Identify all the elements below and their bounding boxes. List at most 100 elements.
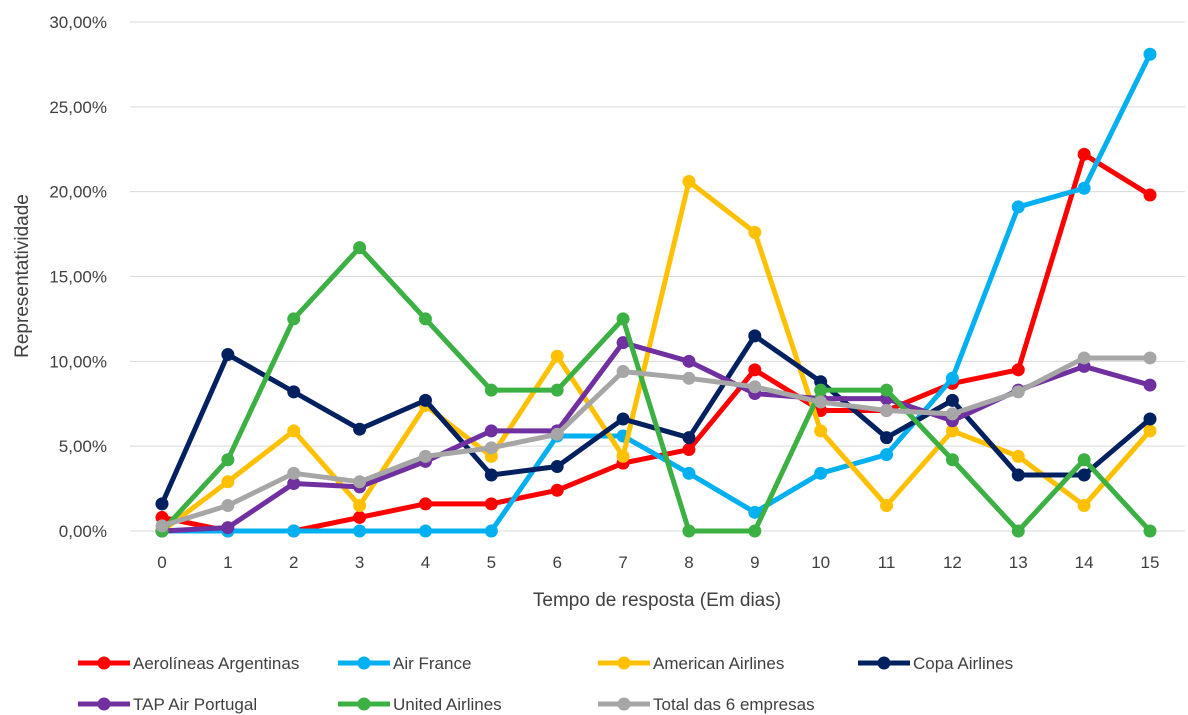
data-point (221, 499, 235, 513)
y-tick-label: 10,00% (49, 352, 107, 371)
series-line (159, 178, 1153, 534)
data-point (287, 385, 301, 399)
legend: Aerolíneas Argentinas Air France American … (78, 654, 1013, 714)
x-tick-label: 0 (157, 553, 166, 572)
data-point (814, 424, 828, 438)
x-axis-ticks: 0 1 2 3 4 5 6 7 8 9 10 11 12 13 14 15 (157, 553, 1159, 572)
data-point (1011, 363, 1025, 377)
data-point (484, 383, 498, 397)
legend-swatch-marker (357, 656, 371, 670)
data-point (484, 468, 498, 482)
data-point (353, 475, 367, 489)
legend-label: American Airlines (653, 654, 784, 673)
data-point (616, 449, 630, 463)
data-point (945, 424, 959, 438)
data-point (1143, 524, 1157, 538)
x-tick-label: 2 (289, 553, 298, 572)
data-point (945, 393, 959, 407)
legend-swatch-marker (617, 697, 631, 711)
x-tick-label: 6 (552, 553, 561, 572)
data-point (945, 453, 959, 467)
data-point (748, 225, 762, 239)
data-point (616, 336, 630, 350)
data-point (682, 371, 696, 385)
legend-item: Air France (338, 654, 471, 673)
legend-item: Copa Airlines (858, 654, 1013, 673)
legend-item: Aerolíneas Argentinas (78, 654, 299, 673)
legend-swatch-marker (617, 656, 631, 670)
y-tick-label: 0,00% (59, 522, 107, 541)
legend-item: Total das 6 empresas (598, 695, 815, 714)
data-point (682, 354, 696, 368)
data-point (814, 395, 828, 409)
data-point (1143, 47, 1157, 61)
data-point (287, 524, 301, 538)
data-point (221, 521, 235, 535)
y-axis-title: Representatividade (12, 194, 33, 358)
data-point (1011, 468, 1025, 482)
data-point (880, 383, 894, 397)
data-point (550, 460, 564, 474)
data-point (1143, 351, 1157, 365)
data-point (353, 499, 367, 513)
data-point (748, 380, 762, 394)
series-5 (155, 241, 1157, 538)
data-point (484, 424, 498, 438)
series-line (159, 245, 1153, 534)
legend-label: United Airlines (393, 695, 502, 714)
data-point (682, 466, 696, 480)
data-point (287, 466, 301, 480)
data-point (616, 365, 630, 379)
data-point (748, 329, 762, 343)
data-point (221, 453, 235, 467)
x-tick-label: 7 (618, 553, 627, 572)
data-point (748, 524, 762, 538)
data-point (221, 475, 235, 489)
data-point (1011, 449, 1025, 463)
data-point (418, 312, 432, 326)
data-point (550, 427, 564, 441)
y-tick-label: 30,00% (49, 13, 107, 32)
x-tick-label: 14 (1075, 553, 1094, 572)
data-point (880, 404, 894, 418)
x-tick-label: 12 (943, 553, 962, 572)
data-point (748, 505, 762, 519)
data-point (353, 510, 367, 524)
legend-label: Copa Airlines (913, 654, 1013, 673)
data-point (418, 449, 432, 463)
data-point (880, 499, 894, 513)
data-point (682, 524, 696, 538)
data-point (353, 524, 367, 538)
data-point (682, 174, 696, 188)
data-point (616, 312, 630, 326)
data-point (1077, 499, 1091, 513)
series-line (159, 51, 1153, 534)
data-point (484, 524, 498, 538)
data-point (1077, 453, 1091, 467)
legend-label: Aerolíneas Argentinas (133, 654, 299, 673)
data-point (1143, 412, 1157, 426)
legend-label: Total das 6 empresas (653, 695, 815, 714)
data-point (1077, 468, 1091, 482)
series-0 (155, 147, 1157, 538)
data-point (287, 476, 301, 490)
data-point (1011, 524, 1025, 538)
data-point (484, 441, 498, 455)
data-point (484, 497, 498, 511)
series-line (159, 355, 1153, 529)
legend-swatch-marker (877, 656, 891, 670)
series-2 (155, 174, 1157, 538)
legend-item: American Airlines (598, 654, 784, 673)
data-point (155, 497, 169, 511)
legend-swatch-marker (357, 697, 371, 711)
series-4 (155, 336, 1157, 538)
data-point (682, 431, 696, 445)
data-point (1011, 200, 1025, 214)
data-point (814, 383, 828, 397)
data-point (880, 431, 894, 445)
data-point (1077, 351, 1091, 365)
legend-swatch-marker (97, 697, 111, 711)
y-tick-label: 15,00% (49, 268, 107, 287)
data-point (221, 348, 235, 362)
y-tick-label: 20,00% (49, 183, 107, 202)
